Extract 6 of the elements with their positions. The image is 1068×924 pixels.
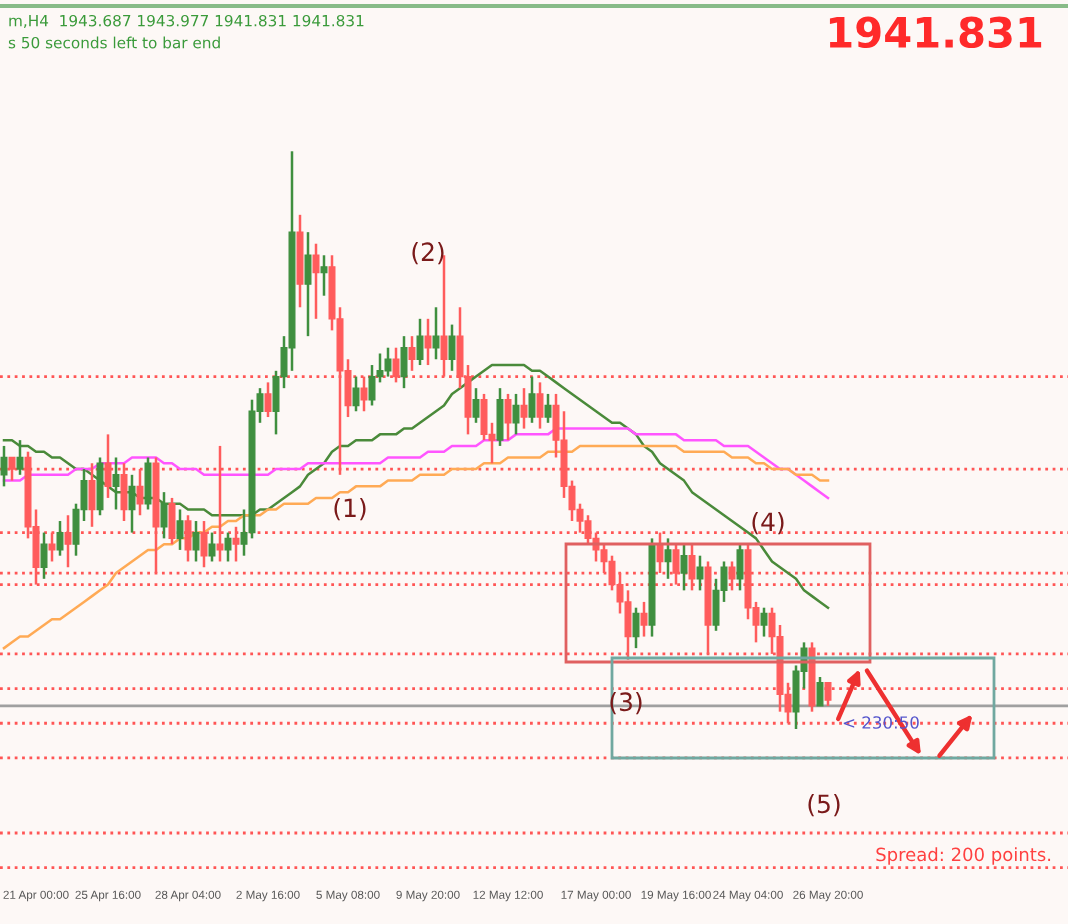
text: 1941.831 <box>829 16 1042 49</box>
text: (5) <box>808 793 840 817</box>
text: Spread: 200 points. <box>876 847 1051 865</box>
annotation: (4) <box>752 511 784 535</box>
annotation: (1) <box>334 497 366 521</box>
annotation: (2) <box>412 241 444 265</box>
